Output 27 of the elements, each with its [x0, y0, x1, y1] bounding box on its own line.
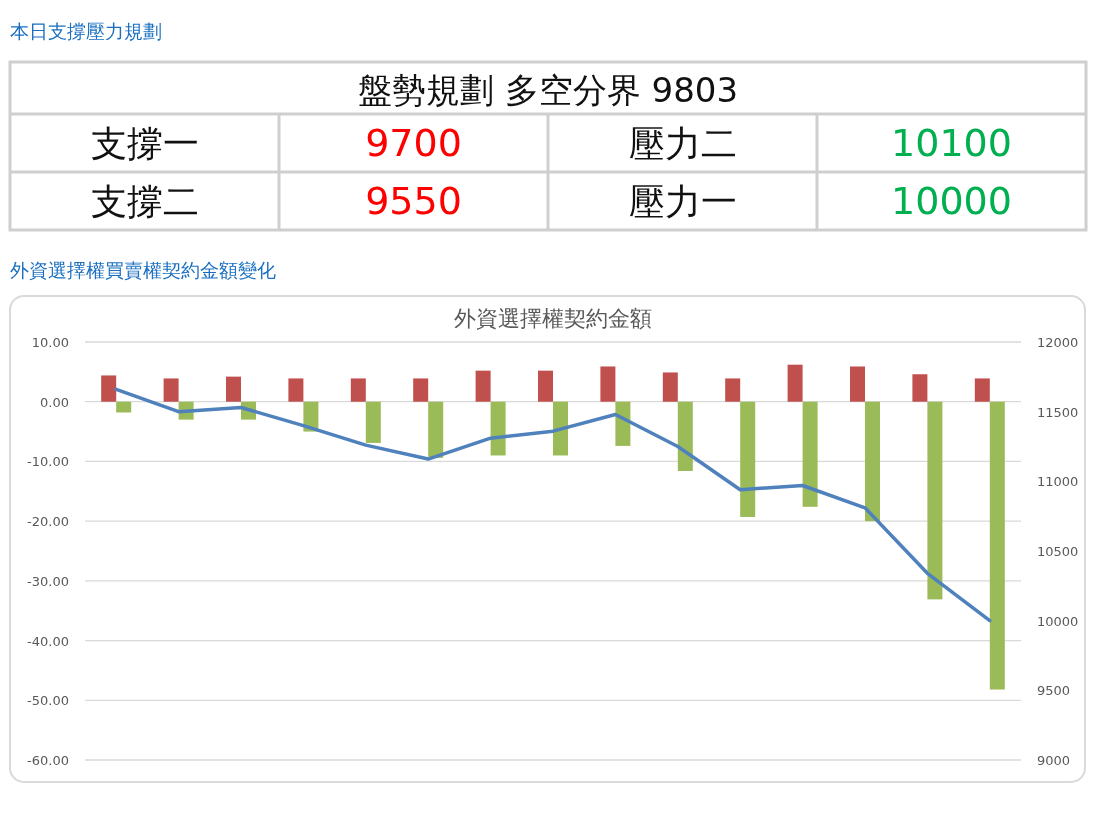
- y2tick: 10500: [1037, 544, 1079, 559]
- subtitle: 盤勢規劃 多空分界 9803: [357, 70, 739, 110]
- y2tick: 10000: [1037, 613, 1079, 629]
- ytick: -30.00: [27, 573, 69, 589]
- ytick: -60.00: [27, 753, 69, 768]
- y2tick: 11000: [1037, 474, 1079, 490]
- y2tick: 9500: [1037, 683, 1071, 699]
- ytick: 10.00: [31, 335, 69, 350]
- title: 本日支撐壓力規劃: [10, 20, 162, 42]
- subtitle: 外資選擇權買賣權契約金額變化: [10, 259, 276, 281]
- label: 壓力二: [628, 123, 737, 164]
- y2tick: 12000: [1037, 335, 1079, 350]
- ytick: -10.00: [27, 454, 69, 470]
- ytick: -20.00: [27, 514, 69, 530]
- y2tick: 11500: [1037, 404, 1079, 420]
- ytick: -40.00: [27, 633, 69, 649]
- label: 壓力一: [628, 181, 737, 222]
- ytick: 0.00: [40, 394, 69, 410]
- label: 支撐二: [90, 181, 199, 222]
- value: 10100: [891, 121, 1012, 165]
- value: 10000: [891, 179, 1012, 223]
- value: 9550: [365, 179, 462, 223]
- y2tick: 9000: [1037, 753, 1071, 768]
- value: 9700: [365, 121, 462, 165]
- title: 外資選擇權契約金額: [454, 306, 652, 331]
- ytick: -50.00: [27, 693, 69, 709]
- label: 支撐一: [90, 123, 199, 164]
